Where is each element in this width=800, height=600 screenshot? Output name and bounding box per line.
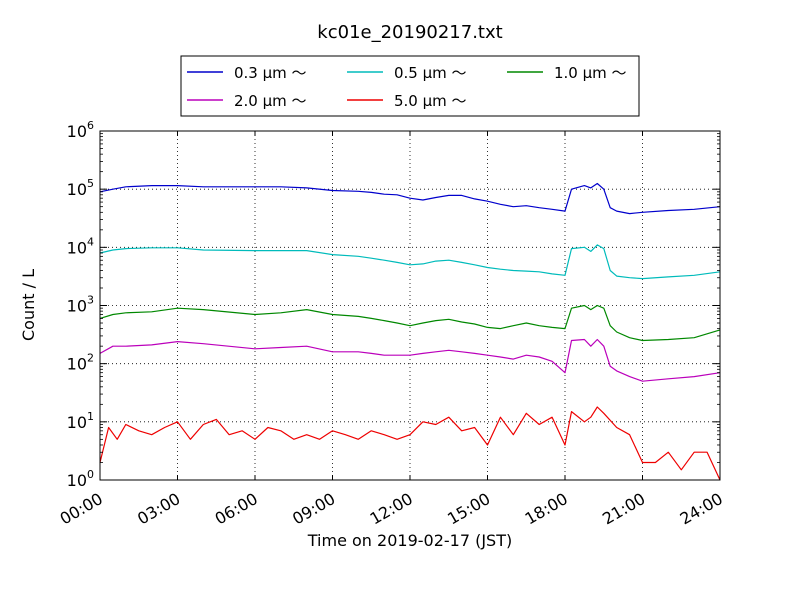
series-line-2 [99,304,721,342]
x-tick-label: 09:00 [289,489,338,529]
series-line-0 [99,182,721,215]
legend-label: 5.0 μm ～ [394,92,467,110]
x-axis-label: Time on 2019-02-17 (JST) [307,531,512,550]
y-tick-label: 100 [67,468,94,490]
x-tick-label: 00:00 [57,489,106,529]
y-tick-label: 102 [67,352,94,374]
y-tick-label: 101 [67,410,94,432]
x-tick-label: 24:00 [677,489,726,529]
legend-label: 1.0 μm ～ [554,64,627,82]
x-tick-label: 06:00 [212,489,261,529]
series-line-4 [99,406,721,481]
y-tick-label: 104 [67,235,94,257]
series-line-1 [99,244,721,280]
y-axis-label: Count / L [19,269,38,341]
ticks: 00:00 03:00 06:00 09:00 12:00 15:00 18:00 21:00… [57,119,726,529]
x-tick-label: 21:00 [599,489,648,529]
x-tick-label: 18:00 [522,489,571,529]
legend-label: 0.5 μm ～ [394,64,467,82]
grid [100,131,720,480]
legend-label: 2.0 μm ～ [234,92,307,110]
legend-label: 0.3 μm ～ [234,64,307,82]
y-tick-label: 103 [67,294,94,316]
legend-box [180,55,640,117]
x-tick-label: 12:00 [367,489,416,529]
x-tick-label: 15:00 [444,489,493,529]
series-lines [99,182,721,481]
series-line-3 [99,338,721,382]
chart-title: kc01e_20190217.txt [317,22,502,43]
y-tick-label: 106 [67,119,94,141]
x-tick-label: 03:00 [134,489,183,529]
legend: 0.3 μm ～ 0.5 μm ～ 1.0 μm ～ 2.0 μm ～ 5.0 μm ～ [180,55,640,117]
y-tick-label: 105 [67,177,94,199]
